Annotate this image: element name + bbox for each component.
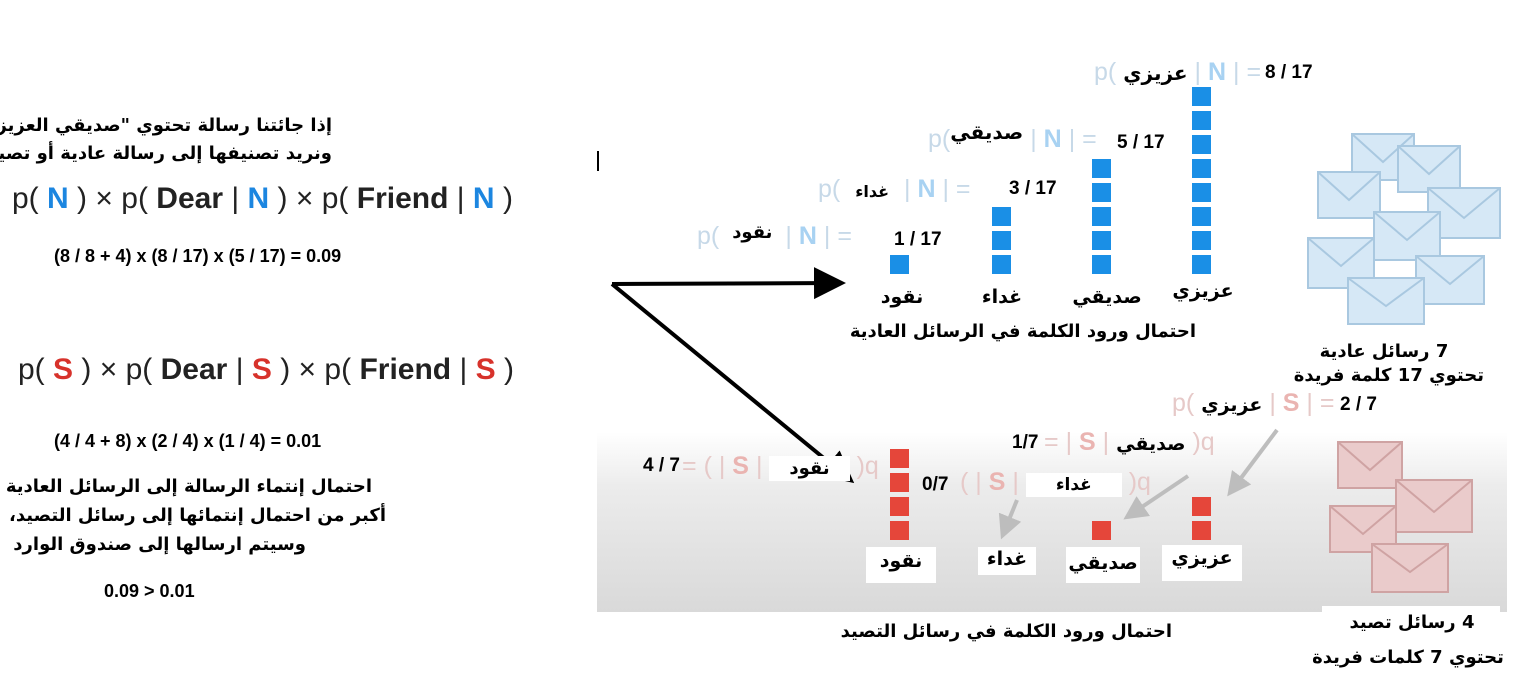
normal-square bbox=[1192, 111, 1211, 130]
normal-desc-line-2: تحتوي 17 كلمة فريدة bbox=[1293, 365, 1484, 386]
envelope-icon bbox=[1373, 211, 1441, 261]
ghost-arrow-3 bbox=[998, 499, 1022, 540]
normal-square bbox=[1192, 159, 1211, 178]
ghost-normal-sadiqi: p(صديقي | N | = bbox=[928, 120, 1097, 153]
divider-tick bbox=[597, 151, 599, 171]
ghost-normal-nuqud: p( نقود | N | = bbox=[697, 222, 852, 250]
normal-square bbox=[992, 231, 1011, 250]
spam-square bbox=[1092, 521, 1111, 540]
fraction-normal-sadiqi: 5 / 17 bbox=[1117, 132, 1165, 153]
spam-word-bars bbox=[880, 440, 1240, 550]
intro-line-1: إذا جائتنا رسالة تحتوي "صديقي العزيز" bbox=[0, 115, 332, 136]
spam-desc-background bbox=[1322, 606, 1500, 630]
normal-square bbox=[1092, 207, 1111, 226]
fraction-normal-nuqud: 1 / 17 bbox=[894, 229, 942, 250]
label-spam-azizi: عزيزي bbox=[1162, 545, 1242, 581]
spam-square bbox=[1192, 497, 1211, 516]
calc-normal: (8 / 8 + 4) x (8 / 17) x (5 / 17) = 0.09 bbox=[54, 246, 342, 266]
spam-desc-line-2: تحتوي 7 كلمات فريدة bbox=[1312, 647, 1504, 668]
normal-square bbox=[1092, 255, 1111, 274]
spam-square bbox=[890, 473, 909, 492]
envelope-icon bbox=[1317, 171, 1381, 219]
normal-square bbox=[1192, 183, 1211, 202]
spam-square bbox=[890, 449, 909, 468]
label-spam-ghada: غداء bbox=[978, 547, 1036, 575]
fraction-spam-nuqud: 4 / 7 bbox=[643, 455, 680, 476]
envelope-icon bbox=[1395, 479, 1473, 533]
normal-square bbox=[890, 255, 909, 274]
fraction-spam-azizi: 2 / 7 bbox=[1340, 394, 1377, 415]
spam-square bbox=[890, 497, 909, 516]
arrow-to-spam bbox=[610, 282, 855, 484]
ghost-normal-azizi: p( عزيزي | N | = bbox=[1094, 58, 1262, 86]
normal-square bbox=[1192, 135, 1211, 154]
label-spam-nuqud: نقود bbox=[866, 547, 936, 583]
ghost-spam-nuqud: = ( | S | نقود )q bbox=[682, 452, 879, 481]
fraction-spam-ghada: 0/7 bbox=[922, 474, 949, 495]
conclusion-line-3: وسيتم ارسالها إلى صندوق الوارد bbox=[13, 534, 306, 555]
fraction-normal-ghada: 3 / 17 bbox=[1009, 178, 1057, 199]
envelope-icon bbox=[1347, 277, 1425, 325]
label-normal-sadiqi: صديقي bbox=[1072, 286, 1142, 308]
spam-envelopes bbox=[1329, 441, 1473, 593]
arrow-to-normal bbox=[611, 267, 846, 300]
label-normal-ghada: غداء bbox=[981, 286, 1023, 308]
envelope-icon bbox=[1397, 145, 1461, 193]
normal-desc-line-1: 7 رسائل عادية bbox=[1319, 341, 1449, 362]
envelope-icon bbox=[1337, 441, 1403, 489]
ghost-spam-azizi: p( عزيزي | S | = bbox=[1172, 389, 1335, 417]
envelope-icon bbox=[1415, 255, 1485, 305]
main-arrows bbox=[610, 267, 855, 484]
class-normal: N bbox=[47, 182, 69, 215]
label-normal-nuqud: نقود bbox=[880, 286, 924, 308]
ghost-arrows bbox=[998, 428, 1279, 540]
spam-desc-line-1: 4 رسائل تصيد bbox=[1349, 612, 1475, 633]
normal-caption: احتمال ورود الكلمة في الرسائل العادية bbox=[849, 321, 1196, 342]
conclusion-line-1: احتمال إنتماء الرسالة إلى الرسائل العادي… bbox=[5, 476, 372, 497]
spam-square bbox=[890, 521, 909, 540]
normal-square bbox=[992, 207, 1011, 226]
normal-envelopes bbox=[1307, 133, 1501, 325]
label-spam-sadiqi: صديقي bbox=[1066, 547, 1140, 583]
conclusion-line-2: أكبر من احتمال إنتمائها إلى رسائل التصيد… bbox=[9, 505, 386, 526]
label-normal-azizi: عزيزي bbox=[1172, 280, 1234, 302]
ghost-spam-ghada: ( | S | غداء )q bbox=[960, 468, 1151, 497]
normal-square bbox=[1092, 159, 1111, 178]
normal-square bbox=[1092, 231, 1111, 250]
fraction-spam-sadiqi: 1/7 bbox=[1012, 432, 1039, 453]
normal-square bbox=[992, 255, 1011, 274]
normal-square bbox=[1192, 207, 1211, 226]
comparison: 0.09 > 0.01 bbox=[104, 581, 195, 601]
fraction-normal-azizi: 8 / 17 bbox=[1265, 62, 1313, 83]
calc-spam: (4 / 4 + 8) x (2 / 4) x (1 / 4) = 0.01 bbox=[54, 431, 322, 451]
word-dear: Dear bbox=[156, 182, 224, 215]
word-friend: Friend bbox=[356, 182, 449, 215]
ghost-normal-ghada: p( غداء | N | = bbox=[818, 175, 971, 203]
envelope-icon bbox=[1371, 543, 1449, 593]
ghost-spam-sadiqi: = | S | صديقي )q bbox=[1044, 428, 1215, 456]
formula-spam: p( S ) × p( Dear | S ) × p( Friend | S ) bbox=[18, 353, 514, 386]
ghost-arrow-2 bbox=[1123, 474, 1190, 520]
normal-square bbox=[1192, 231, 1211, 250]
normal-square bbox=[1192, 255, 1211, 274]
normal-square bbox=[1092, 183, 1111, 202]
normal-word-bars bbox=[880, 80, 1240, 275]
intro-line-2: ونريد تصنيفها إلى رسالة عادية أو تصيد bbox=[0, 143, 332, 164]
formula-normal: p( N ) × p( Dear | N ) × p( Friend | N ) bbox=[12, 182, 513, 215]
ghost-arrow-1 bbox=[1227, 428, 1279, 497]
spam-caption: احتمال ورود الكلمة في رسائل التصيد bbox=[840, 621, 1172, 642]
normal-square bbox=[1192, 87, 1211, 106]
spam-square bbox=[1192, 521, 1211, 540]
